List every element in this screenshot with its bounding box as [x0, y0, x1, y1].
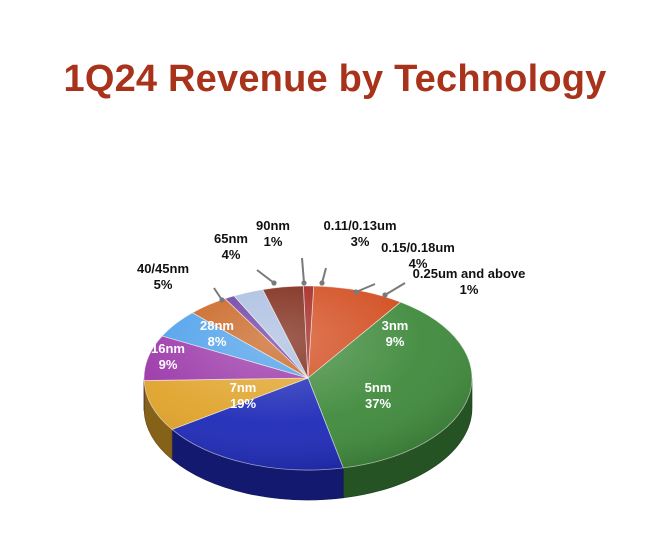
leader-dot: [353, 289, 359, 295]
data-label-5nm: 5nm 37%: [365, 380, 392, 411]
data-label-0-25um-and-above: 0.25um and above 1%: [413, 266, 526, 297]
data-label-0-11-0-13um: 0.11/0.13um 3%: [324, 218, 397, 249]
data-label-28nm: 28nm 8%: [200, 318, 234, 349]
chart-title: 1Q24 Revenue by Technology: [63, 58, 607, 100]
data-label-40-45nm: 40/45nm 5%: [137, 261, 189, 292]
data-label-7nm: 7nm 19%: [230, 380, 257, 411]
data-label-3nm: 3nm 9%: [382, 318, 409, 349]
leader-dot: [382, 292, 388, 298]
leader-line: [256, 269, 275, 284]
data-label-0-15-0-18um: 0.15/0.18um 4%: [381, 240, 455, 271]
leader-lines: [213, 257, 406, 303]
data-label-65nm: 65nm 4%: [214, 231, 248, 262]
data-label-90nm: 90nm 1%: [256, 218, 290, 249]
leader-dot: [319, 280, 325, 286]
leader-line: [301, 257, 305, 284]
pie-tops: [143, 285, 473, 471]
leader-dot: [271, 280, 277, 286]
leader-dot: [219, 297, 225, 303]
leader-line: [355, 283, 376, 293]
leader-line: [384, 282, 406, 296]
leader-dot: [301, 280, 307, 286]
data-label-16nm: 16nm 9%: [151, 341, 185, 372]
data-labels: 3nm 9% 5nm 37% 7nm 19% 16nm 9% 28nm 8% 40/45nm 5% 65…: [137, 218, 525, 411]
